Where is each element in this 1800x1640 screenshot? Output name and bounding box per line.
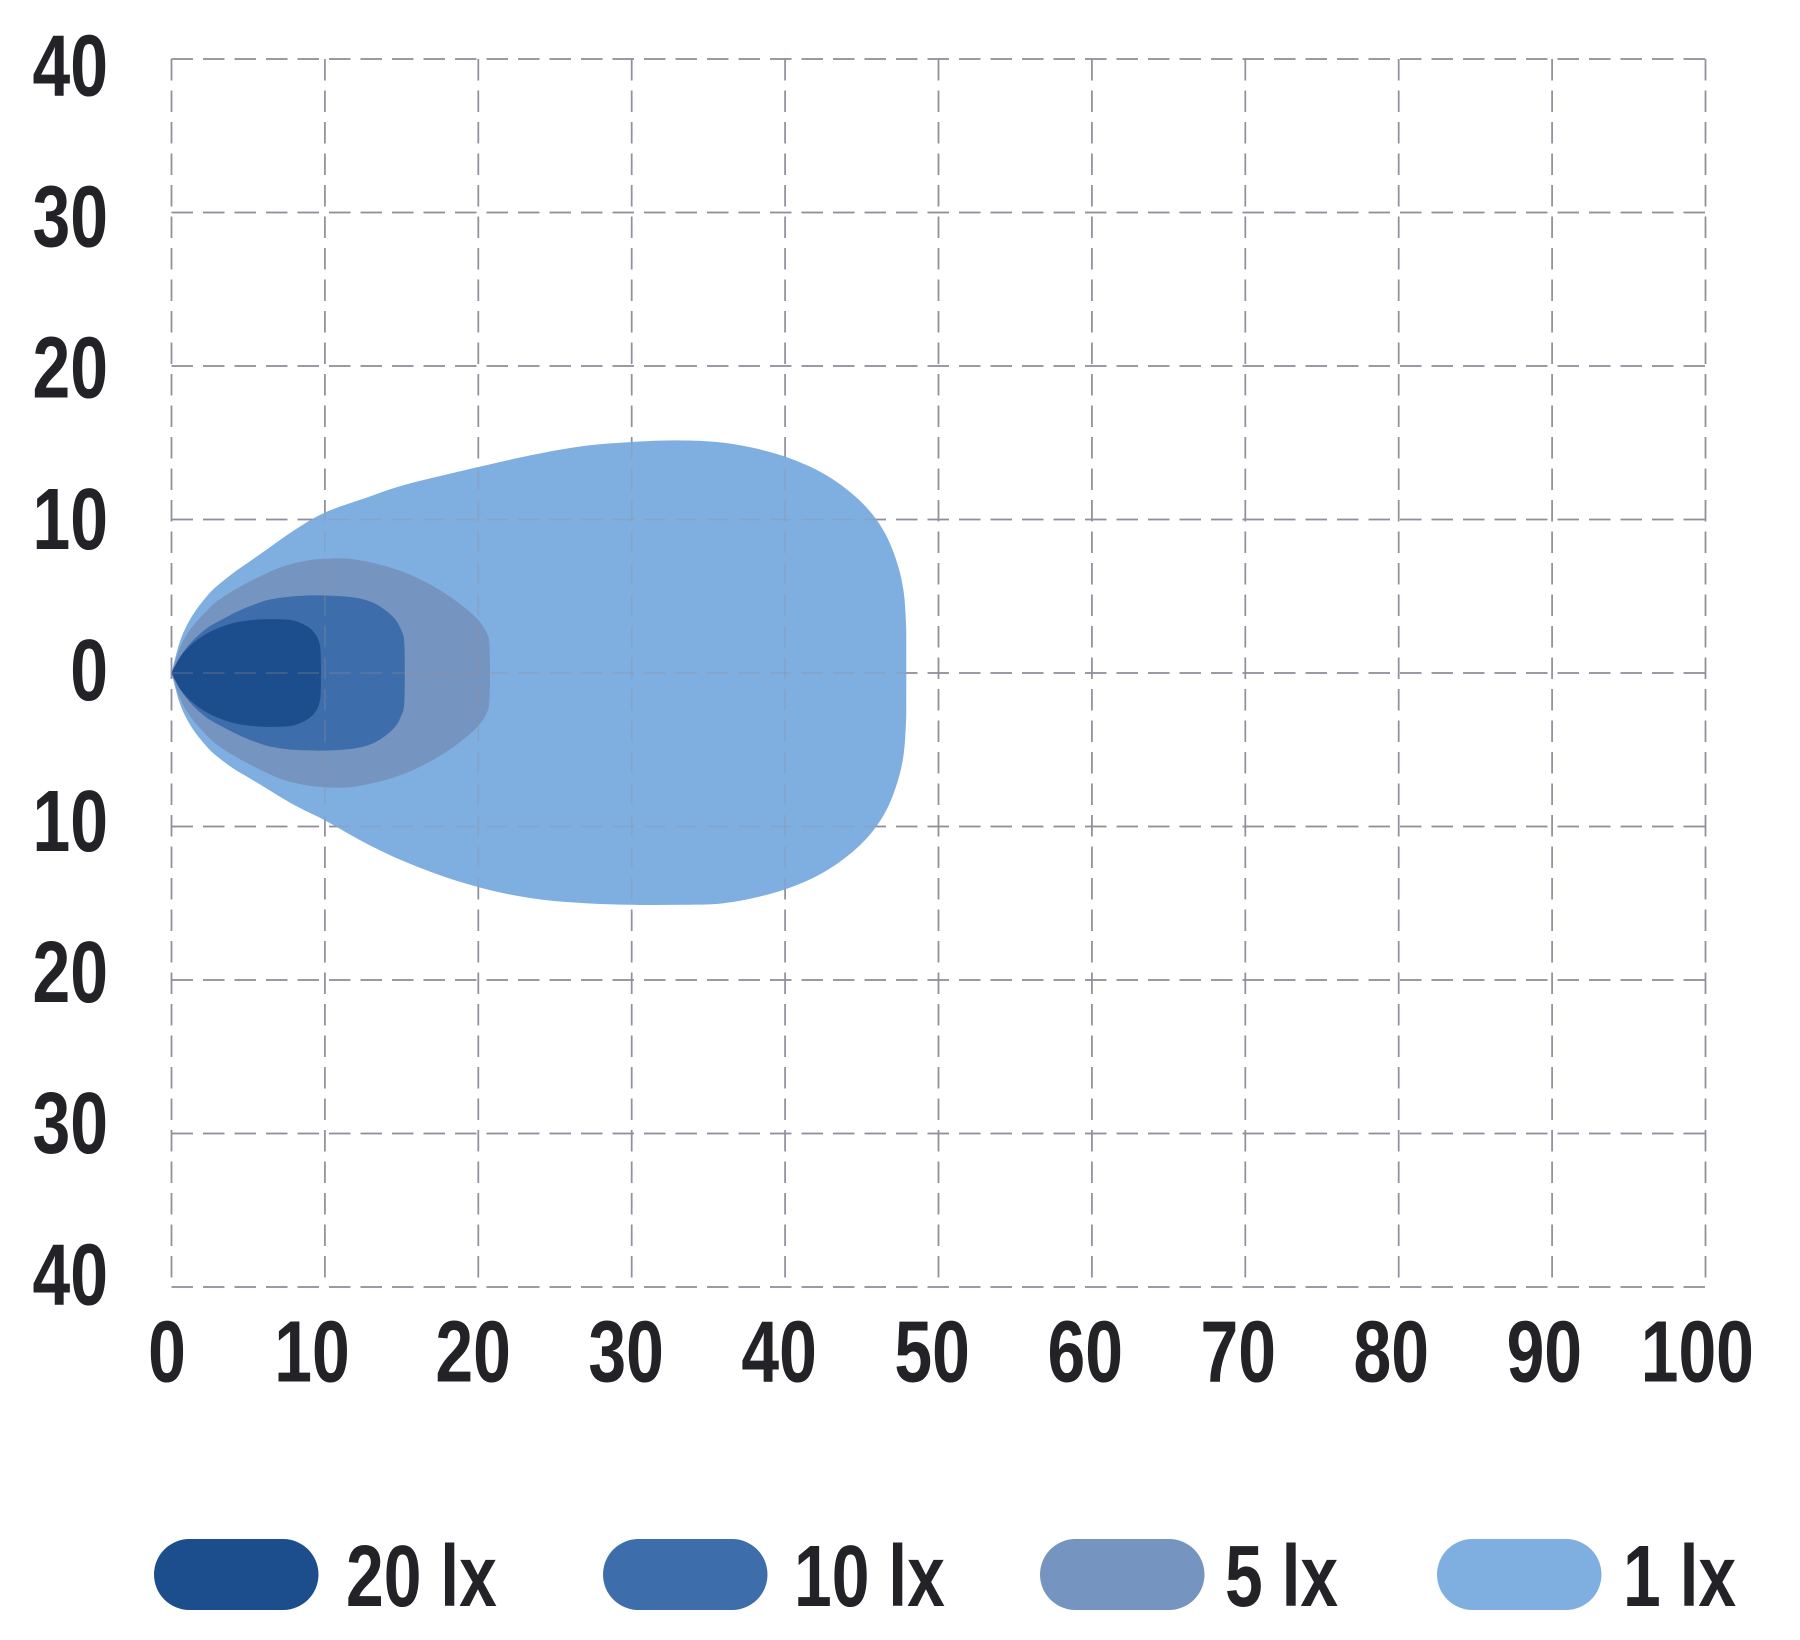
svg-text:30: 30 <box>588 1302 663 1400</box>
svg-text:10 lx: 10 lx <box>794 1527 945 1625</box>
svg-text:20: 20 <box>33 923 108 1021</box>
svg-text:20 lx: 20 lx <box>346 1527 497 1625</box>
svg-text:1 lx: 1 lx <box>1623 1527 1736 1625</box>
svg-text:40: 40 <box>33 1225 108 1323</box>
svg-text:10: 10 <box>33 772 108 870</box>
svg-text:40: 40 <box>741 1302 816 1400</box>
svg-text:0: 0 <box>148 1302 186 1400</box>
svg-text:60: 60 <box>1047 1302 1122 1400</box>
svg-text:40: 40 <box>33 16 108 114</box>
svg-text:50: 50 <box>894 1302 969 1400</box>
svg-text:20: 20 <box>33 319 108 417</box>
svg-text:90: 90 <box>1507 1302 1582 1400</box>
svg-text:10: 10 <box>274 1302 349 1400</box>
svg-text:30: 30 <box>33 1074 108 1172</box>
svg-text:100: 100 <box>1641 1302 1754 1400</box>
svg-text:20: 20 <box>435 1302 510 1400</box>
svg-text:10: 10 <box>33 470 108 568</box>
svg-text:5 lx: 5 lx <box>1225 1527 1338 1625</box>
svg-text:30: 30 <box>33 167 108 265</box>
svg-text:70: 70 <box>1200 1302 1275 1400</box>
svg-text:80: 80 <box>1353 1302 1428 1400</box>
svg-text:0: 0 <box>70 621 108 719</box>
